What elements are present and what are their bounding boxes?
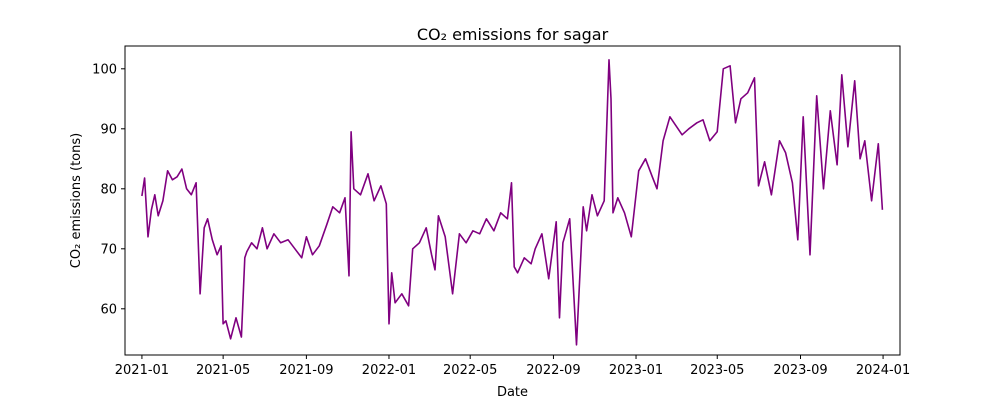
x-tick-label: 2023-05 — [690, 363, 744, 378]
x-tick-label: 2021-09 — [279, 363, 333, 378]
chart-title: CO₂ emissions for sagar — [417, 25, 609, 44]
x-tick-label: 2023-01 — [609, 363, 663, 378]
y-tick-label: 80 — [100, 182, 117, 197]
x-tick-label: 2022-01 — [362, 363, 416, 378]
y-tick-label: 60 — [100, 302, 117, 317]
x-tick-label: 2023-09 — [773, 363, 827, 378]
plot-area — [124, 45, 901, 356]
x-axis-title: Date — [497, 385, 528, 400]
y-axis-title: CO₂ emissions (tons) — [69, 133, 84, 268]
x-tick-label: 2021-01 — [115, 363, 169, 378]
x-tick-label: 2021-05 — [196, 363, 250, 378]
series-layer — [141, 58, 884, 346]
x-tick-label: 2022-09 — [526, 363, 580, 378]
y-tick-label: 70 — [100, 242, 117, 257]
y-tick-label: 100 — [92, 62, 117, 77]
series-line-0 — [141, 58, 884, 346]
x-axis: 2021-01 2021-05 2021-09 2022-01 2022-05 2022-… — [115, 355, 910, 378]
y-tick-label: 90 — [100, 122, 117, 137]
y-axis: 60 70 80 90 100 — [92, 62, 125, 317]
x-tick-label: 2022-05 — [443, 363, 497, 378]
x-tick-label: 2024-01 — [856, 363, 910, 378]
